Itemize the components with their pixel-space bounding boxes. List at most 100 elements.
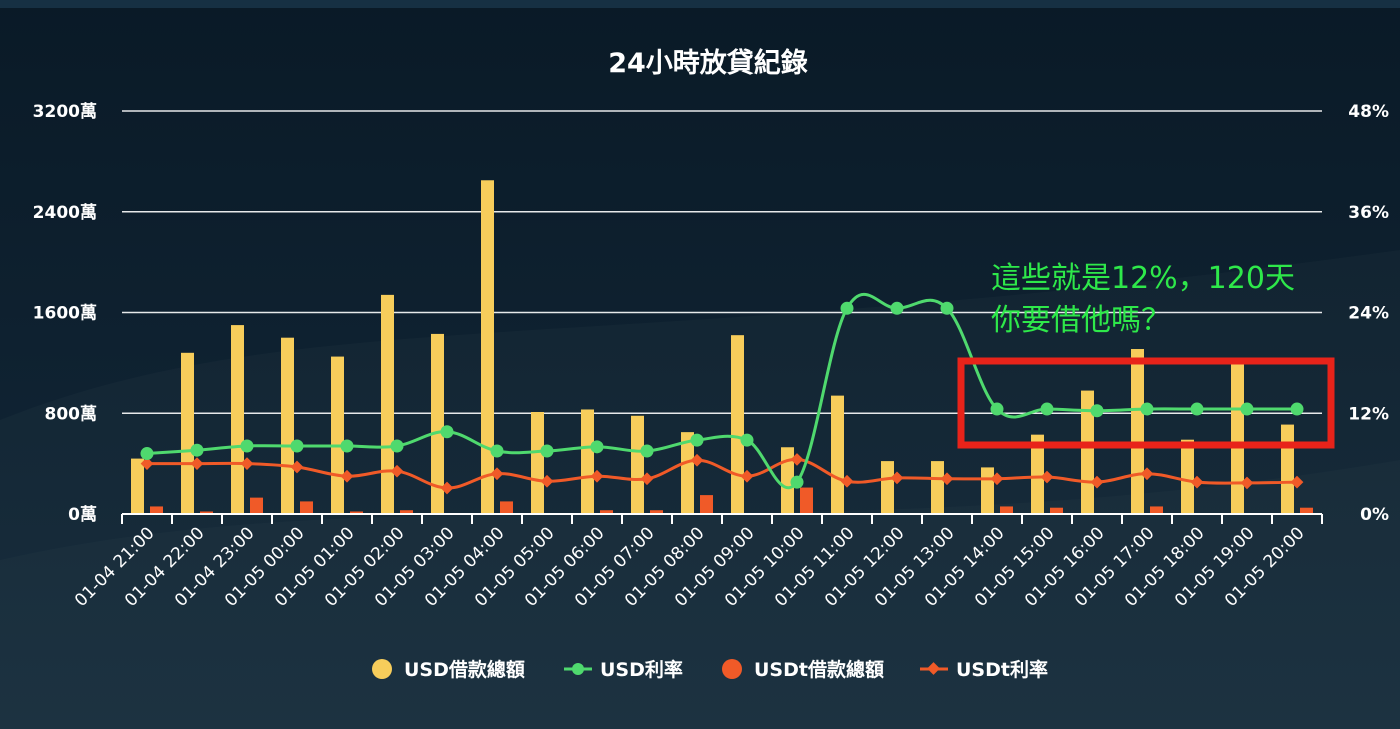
point-usdt-rate xyxy=(390,464,404,478)
point-usdt-rate xyxy=(140,457,154,470)
annotation-line-2: 你要借他嗎？ xyxy=(991,303,1171,338)
bar-usd-amount xyxy=(931,461,944,514)
y-left-tick-label: 800萬 xyxy=(45,403,98,424)
bar-usdt-amount xyxy=(200,511,213,514)
legend-marker-usd-rate xyxy=(572,663,584,675)
y-right-tick-label: 0% xyxy=(1360,505,1389,525)
bar-usd-amount xyxy=(831,395,844,514)
y-right-tick-label: 36% xyxy=(1348,203,1389,223)
annotation-highlight-box xyxy=(957,357,1335,449)
bar-usd-amount xyxy=(681,432,694,514)
legend-marker-usd-amount xyxy=(372,659,392,679)
legend-item-usdt-rate[interactable]: USDt利率 xyxy=(920,658,1048,681)
point-usd-rate xyxy=(1040,402,1054,416)
legend-label-usd-rate: USD利率 xyxy=(600,658,683,681)
y-left-tick-label: 1600萬 xyxy=(33,303,97,324)
point-usd-rate xyxy=(840,301,854,315)
point-usd-rate xyxy=(1140,402,1154,416)
point-usdt-rate xyxy=(240,457,254,470)
bar-usd-amount xyxy=(131,458,144,514)
bar-usd-amount xyxy=(231,325,244,514)
bar-usd-amount xyxy=(631,415,644,514)
gridlines xyxy=(122,110,1322,414)
bar-usd-amount xyxy=(731,335,744,514)
y-right-tick-label: 12% xyxy=(1348,404,1389,424)
bar-usd-amount xyxy=(481,180,494,514)
point-usd-rate xyxy=(540,444,554,458)
point-usd-rate xyxy=(790,475,804,489)
point-usd-rate xyxy=(440,425,454,439)
bar-usd-amount xyxy=(1231,357,1244,514)
bar-usdt-amount xyxy=(1150,506,1163,514)
annotation: 這些就是12%，120天 你要借他嗎？ xyxy=(957,261,1335,449)
bar-usd-amount xyxy=(1131,349,1144,514)
legend-label-usdt-rate: USDt利率 xyxy=(956,658,1048,681)
bar-series xyxy=(131,180,1313,514)
point-usd-rate xyxy=(490,444,504,458)
legend-label-usdt-amount: USDt借款總額 xyxy=(754,658,884,681)
point-usd-rate xyxy=(390,439,404,453)
bar-usd-amount xyxy=(781,447,794,514)
bar-usd-amount xyxy=(431,333,444,514)
bar-usdt-amount xyxy=(650,510,663,514)
point-usd-rate xyxy=(890,301,904,315)
bar-usdt-amount xyxy=(800,487,813,514)
point-usd-rate xyxy=(340,439,354,453)
bar-usd-amount xyxy=(381,294,394,514)
bar-usdt-amount xyxy=(700,495,713,514)
point-usd-rate xyxy=(140,447,154,461)
point-usd-rate xyxy=(690,433,704,447)
y-left-tick-label: 0萬 xyxy=(68,504,97,525)
bar-usdt-amount xyxy=(250,497,263,514)
point-usd-rate xyxy=(990,402,1004,416)
bar-usdt-amount xyxy=(500,501,513,514)
bar-usd-amount xyxy=(531,411,544,514)
bar-usdt-amount xyxy=(1300,507,1313,514)
legend-label-usd-amount: USD借款總額 xyxy=(404,658,525,681)
bar-usdt-amount xyxy=(350,511,363,514)
bar-usd-amount xyxy=(981,467,994,514)
point-usd-rate xyxy=(1240,402,1254,416)
y-left-tick-label: 3200萬 xyxy=(33,101,97,122)
legend-item-usd-amount[interactable]: USD借款總額 xyxy=(372,658,525,681)
y-axis-left: 0萬 800萬 1600萬 2400萬 3200萬 xyxy=(33,101,97,525)
point-usd-rate xyxy=(940,301,954,315)
bar-usdt-amount xyxy=(150,506,163,514)
bar-usd-amount xyxy=(1181,439,1194,514)
point-usd-rate xyxy=(1290,402,1304,416)
legend-item-usdt-amount[interactable]: USDt借款總額 xyxy=(722,658,884,681)
bar-usdt-amount xyxy=(400,510,413,514)
point-usd-rate xyxy=(640,444,654,458)
point-usd-rate xyxy=(1090,404,1104,418)
bar-usdt-amount xyxy=(1050,507,1063,514)
bar-usdt-amount xyxy=(300,501,313,514)
bar-usdt-amount xyxy=(600,510,613,514)
y-left-tick-label: 2400萬 xyxy=(33,202,97,223)
bar-usdt-amount xyxy=(1000,506,1013,514)
legend-marker-usdt-amount xyxy=(722,659,742,679)
point-usdt-rate xyxy=(440,481,454,495)
y-axis-right: 0% 12% 24% 36% 48% xyxy=(1348,102,1389,525)
y-right-tick-label: 48% xyxy=(1348,102,1389,122)
point-usd-rate xyxy=(1190,402,1204,416)
bar-usd-amount xyxy=(281,337,294,514)
point-usd-rate xyxy=(190,443,204,457)
bar-usd-amount xyxy=(1281,424,1294,514)
point-usd-rate xyxy=(240,439,254,453)
y-right-tick-label: 24% xyxy=(1348,304,1389,324)
point-usdt-rate xyxy=(190,457,204,470)
point-usd-rate xyxy=(290,439,304,453)
legend-item-usd-rate[interactable]: USD利率 xyxy=(564,658,683,681)
top-strip xyxy=(0,0,1400,8)
bar-usd-amount xyxy=(881,461,894,514)
legend: USD借款總額 USD利率 USDt借款總額 USDt利率 xyxy=(372,658,1048,681)
point-usdt-rate xyxy=(490,467,504,481)
point-usdt-rate xyxy=(290,460,304,474)
annotation-line-1: 這些就是12%，120天 xyxy=(991,261,1295,296)
point-usd-rate xyxy=(590,440,604,454)
bar-usd-amount xyxy=(331,356,344,514)
bar-usd-amount xyxy=(1031,434,1044,514)
point-usdt-rate xyxy=(340,469,354,483)
bar-usd-amount xyxy=(581,409,594,514)
